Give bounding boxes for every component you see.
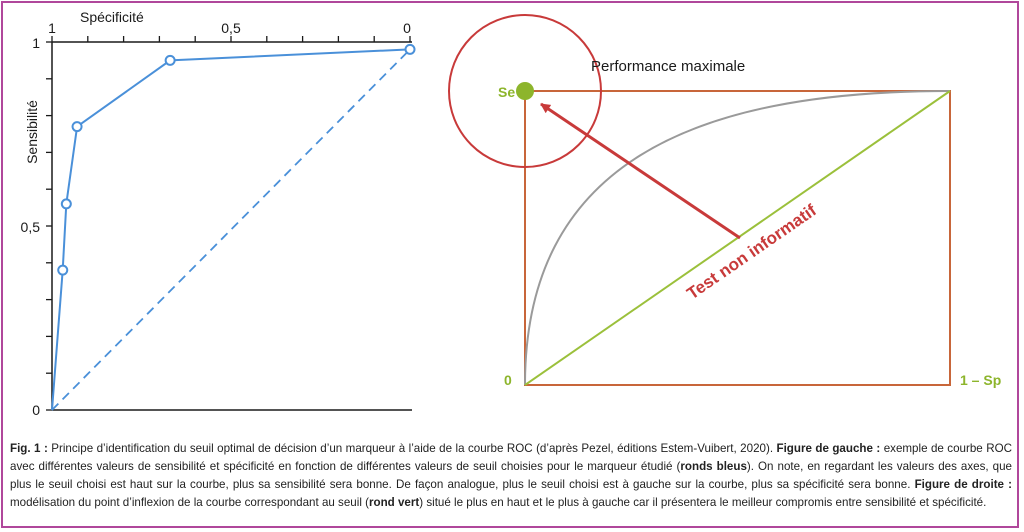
unit-square-frame (524, 90, 951, 386)
optimal-threshold-point (516, 82, 534, 100)
caption-text: exemple de courbe ROC avec différentes v… (10, 442, 1012, 473)
caption-text: Principe d’identification du seuil optim… (47, 442, 777, 455)
caption-bold: rond vert (369, 496, 420, 509)
caption-text: ) situé le plus en haut et le plus à gau… (419, 496, 987, 509)
x-tick-label: 0 (403, 20, 411, 36)
label-test-non-informatif: Test non informatif (683, 201, 820, 304)
max-performance-circle (448, 14, 602, 168)
roc-threshold-points (57, 43, 416, 276)
y-tick-label: 0 (32, 402, 40, 418)
caption-fig-label: Fig. 1 : (10, 442, 48, 455)
caption-bold: Figure de droite : (914, 478, 1013, 491)
roc-curve-line (51, 48, 411, 411)
roc-threshold-point (404, 43, 416, 55)
y-axis-title: Sensibilité (24, 100, 40, 164)
label-se: Se (498, 84, 515, 100)
x-tick-label: 1 (48, 20, 56, 36)
caption-bold: ronds bleus (680, 460, 747, 473)
roc-model-right: Se 0 1 – Sp Performance maximale Test no… (448, 14, 1001, 388)
axis-ticks (46, 36, 411, 411)
ideal-roc-curve (524, 90, 951, 386)
roc-threshold-point (71, 121, 83, 133)
label-one-minus-sp: 1 – Sp (960, 372, 1001, 388)
label-performance-maximale: Performance maximale (591, 58, 745, 75)
label-origin: 0 (504, 372, 512, 388)
roc-threshold-point (60, 198, 72, 210)
roc-chart-left: 1 0,5 0 1 0,5 0 Spécificité Sensibilité (21, 9, 416, 418)
caption-text: modélisation du point d’inflexion de la … (10, 496, 369, 509)
random-classifier-dashed-line (51, 48, 411, 411)
arrow-to-optimal-point (540, 102, 741, 240)
y-tick-label: 0,5 (21, 219, 41, 235)
figure-canvas: 1 0,5 0 1 0,5 0 Spécificité Sensibilité … (21, 9, 1002, 418)
y-tick-label: 1 (32, 35, 40, 51)
roc-threshold-point (164, 54, 176, 66)
caption-text: ). On note, en regardant les valeurs des… (10, 460, 1013, 491)
caption-bold: Figure de gauche : (776, 442, 881, 455)
roc-threshold-point (57, 264, 69, 276)
figure-caption: Fig. 1 : Principe d’identification du se… (10, 440, 1012, 512)
x-tick-label: 0,5 (221, 20, 241, 36)
x-axis-title: Spécificité (80, 9, 144, 25)
